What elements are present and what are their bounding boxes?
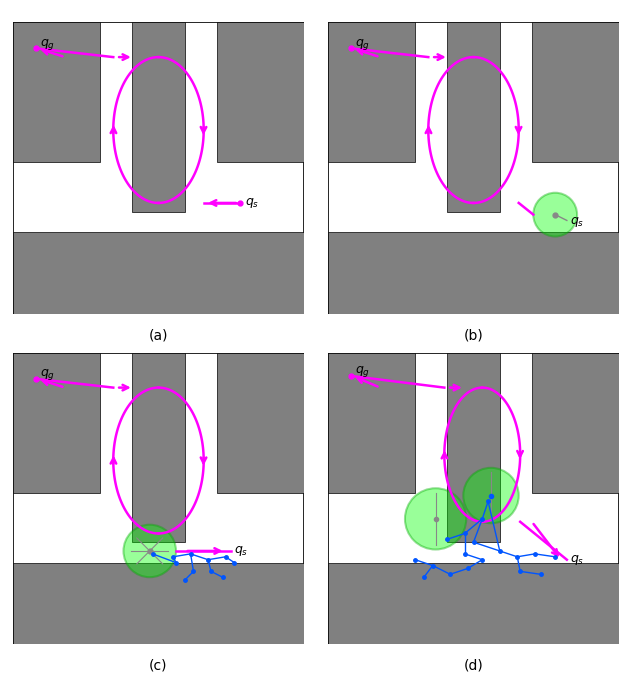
Bar (327, 232, 619, 313)
Bar (532, 353, 619, 492)
Bar (217, 353, 305, 492)
Bar (132, 22, 185, 211)
Bar (132, 353, 185, 542)
Text: $q_g$: $q_g$ (40, 37, 56, 52)
Bar (447, 353, 500, 542)
Text: $q_g$: $q_g$ (355, 364, 370, 379)
Bar (447, 22, 500, 211)
Bar (13, 562, 305, 644)
Text: $q_s$: $q_s$ (570, 553, 584, 566)
Text: $q_g$: $q_g$ (40, 367, 56, 382)
FancyBboxPatch shape (327, 22, 619, 313)
Bar (217, 22, 305, 162)
Circle shape (533, 192, 577, 237)
Text: (d): (d) (464, 659, 483, 673)
Text: $q_s$: $q_s$ (570, 215, 584, 229)
Bar (327, 353, 415, 492)
FancyBboxPatch shape (13, 353, 305, 644)
Bar (13, 353, 100, 492)
Circle shape (405, 488, 466, 549)
Bar (327, 22, 415, 162)
Bar (13, 232, 305, 313)
Circle shape (123, 525, 176, 577)
Text: (c): (c) (149, 659, 167, 673)
Bar (327, 562, 619, 644)
Circle shape (463, 468, 519, 523)
Text: $q_g$: $q_g$ (355, 37, 370, 52)
FancyBboxPatch shape (13, 22, 305, 313)
Text: (a): (a) (149, 328, 168, 342)
Bar (532, 22, 619, 162)
Text: (b): (b) (464, 328, 483, 342)
Text: $q_s$: $q_s$ (245, 196, 259, 210)
FancyBboxPatch shape (327, 353, 619, 644)
Text: $q_s$: $q_s$ (234, 544, 248, 558)
Bar (13, 22, 100, 162)
